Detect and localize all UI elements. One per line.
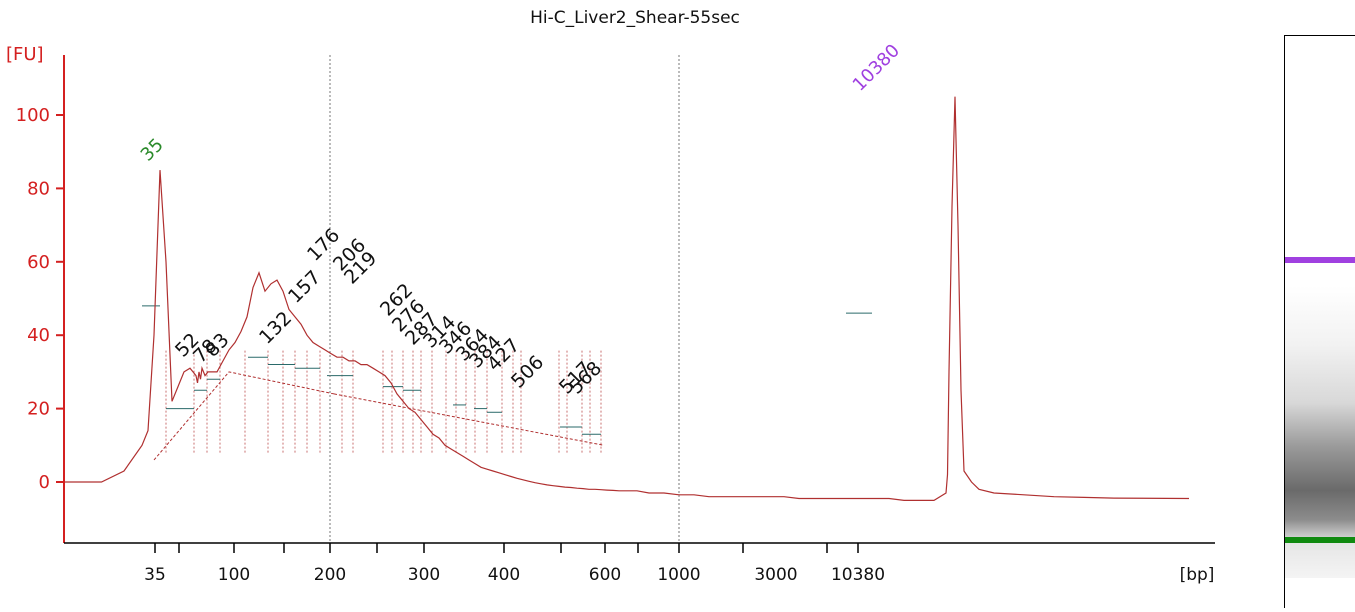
upper-marker-band [1285, 257, 1355, 263]
marker-label: 35 [137, 134, 168, 165]
trace-line [64, 96, 1190, 501]
y-tick-label: 40 [27, 325, 50, 346]
x-tick-label: 300 [408, 565, 440, 585]
x-tick-label: 1000 [657, 565, 700, 585]
x-axis-label: [bp] [1180, 565, 1215, 585]
y-tick-label: 80 [27, 178, 50, 199]
x-tick-label: 10380 [831, 565, 885, 585]
x-tick-label: 35 [144, 565, 166, 585]
y-tick-label: 0 [39, 472, 50, 493]
y-tick-label: 20 [27, 399, 50, 420]
axis-layer: 0 20 40 60 80 100 [FU] 35 100 200 300 400 600 1000 300… [6, 44, 1215, 585]
lower-marker-band [1285, 537, 1355, 543]
gel-lane-image [1285, 257, 1355, 578]
smear-baseline [153, 371, 335, 461]
gel-lane [1284, 35, 1355, 608]
peak-fill-layer [142, 305, 872, 461]
x-tick-label: 100 [218, 565, 250, 585]
gel-smear [1285, 286, 1355, 578]
x-tick-label: 400 [488, 565, 520, 585]
y-tick-label: 100 [16, 105, 50, 126]
peak-label: 157 [284, 266, 325, 307]
chart-title: Hi-C_Liver2_Shear-55sec [530, 8, 740, 28]
smear-baseline [333, 393, 605, 446]
y-tick-label: 60 [27, 252, 50, 273]
y-axis-label: [FU] [6, 44, 44, 65]
x-tick-label: 600 [589, 565, 621, 585]
trace-layer [64, 96, 1190, 501]
marker-label: 10380 [849, 40, 904, 95]
peak-label: 132 [255, 307, 296, 348]
x-tick-label: 200 [314, 565, 346, 585]
x-tick-label: 3000 [754, 565, 797, 585]
gridline-layer [329, 55, 680, 543]
